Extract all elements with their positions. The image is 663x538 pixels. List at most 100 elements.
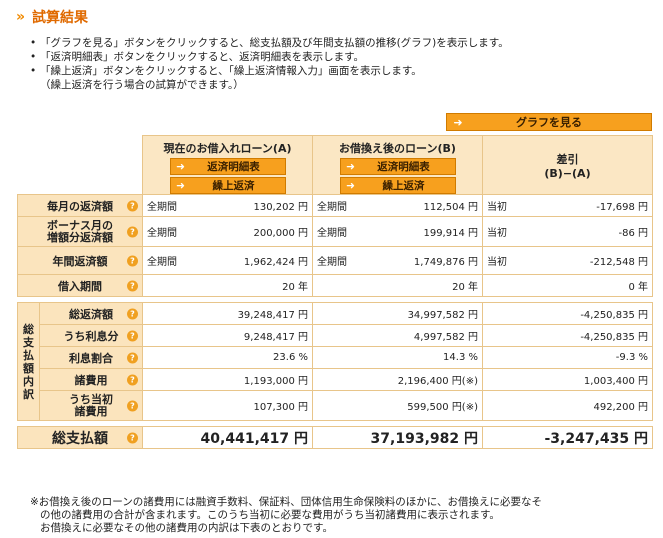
row-label-text: 総返済額 [69, 307, 113, 321]
title-chevron-icon: » [16, 9, 25, 25]
row-label-text: 諸費用 [74, 373, 108, 387]
total-row: 総支払額 ? 40,441,417 円 37,193,982 円 -3,247,… [17, 426, 653, 449]
cell-b: 37,193,982 円 [312, 426, 483, 449]
cell-diff: -9.3 % [482, 346, 653, 369]
spacer-cell [17, 296, 653, 303]
period-text: 全期間 [147, 202, 177, 213]
cell-a: 1,193,000 円 [142, 368, 313, 391]
schedule-button-b[interactable]: ➜ 返済明細表 [339, 158, 456, 175]
help-icon[interactable]: ? [127, 308, 138, 319]
table-row: 年間返済額 ? 全期間 1,962,424 円 全期間 1,749,876 円 当初… [17, 246, 653, 275]
row-label-total-repay: 総返済額 ? [39, 302, 143, 325]
cell-a: 全期間 200,000 円 [142, 216, 313, 247]
cell-diff: 1,003,400 円 [482, 368, 653, 391]
period-text: 全期間 [147, 257, 177, 268]
value-text: 130,202 円 [253, 202, 308, 213]
footnote: ※お借換え後のローンの諸費用には融資手数料、保証料、団体信用生命保険料のほかに、… [30, 496, 650, 535]
spacer-cell [17, 420, 653, 427]
view-graph-button[interactable]: ➜ グラフを見る [446, 113, 652, 131]
table-row: うち利息分 ? 9,248,417 円 4,997,582 円 -4,250,8… [18, 324, 653, 347]
footnote-line: の他の諸費用の合計が含まれます。このうち当初に必要な費用がうち当初諸費用に表示さ… [40, 509, 500, 521]
help-icon[interactable]: ? [127, 352, 138, 363]
value-text: 2,196,400 円(※) [397, 376, 478, 387]
footnote-line: ※お借換え後のローンの諸費用には融資手数料、保証料、団体信用生命保険料のほかに、… [30, 496, 542, 508]
prepay-button-a[interactable]: ➜ 繰上返済 [169, 177, 286, 194]
header-blank [17, 135, 143, 195]
value-text: 492,200 円 [593, 402, 648, 413]
col-a-title: 現在のお借入れローン(A) [163, 142, 292, 155]
cell-a: 全期間 130,202 円 [142, 194, 313, 217]
help-icon[interactable]: ? [127, 280, 138, 291]
row-label-text: 総支払額 [52, 430, 108, 447]
table-row: 毎月の返済額 ? 全期間 130,202 円 全期間 112,504 円 当初 -17… [17, 194, 653, 217]
arrow-right-icon: ➜ [176, 179, 185, 192]
value-text: 40,441,417 円 [200, 430, 308, 447]
cell-b: 2,196,400 円(※) [312, 368, 483, 391]
cell-a: 23.6 % [142, 346, 313, 369]
arrow-right-icon: ➜ [453, 115, 463, 129]
value-text: -3,247,435 円 [544, 430, 648, 447]
value-text: 1,003,400 円 [583, 376, 648, 387]
row-label-interest: うち利息分 ? [39, 324, 143, 347]
row-label-text: 年間返済額 [52, 254, 108, 268]
cell-a: 9,248,417 円 [142, 324, 313, 347]
col-diff-sub: (B)−(A) [544, 166, 591, 180]
row-label-ratio: 利息割合 ? [39, 346, 143, 369]
prepay-label: 繰上返済 [382, 180, 425, 192]
arrow-right-icon: ➜ [346, 179, 355, 192]
row-label-text: うち利息分 [63, 329, 119, 343]
value-text: 1,749,876 円 [413, 257, 478, 268]
row-label-bonus: ボーナス月の 増額分返済額 ? [17, 216, 143, 247]
row-label-monthly: 毎月の返済額 ? [17, 194, 143, 217]
cell-diff: 当初 -17,698 円 [482, 194, 653, 217]
cell-diff: 492,200 円 [482, 390, 653, 421]
help-icon[interactable]: ? [127, 400, 138, 411]
col-diff-title: 差引 [556, 152, 579, 166]
cell-b: 4,997,582 円 [312, 324, 483, 347]
value-text: -9.3 % [615, 352, 648, 363]
spacer-row [17, 296, 653, 303]
group-label-char: 訳 [23, 387, 34, 401]
schedule-button-a[interactable]: ➜ 返済明細表 [169, 158, 286, 175]
prepay-button-b[interactable]: ➜ 繰上返済 [339, 177, 456, 194]
cell-a: 全期間 1,962,424 円 [142, 246, 313, 275]
table-row: うち当初 諸費用 ? 107,300 円 599,500 円(※) 492,20… [18, 390, 653, 421]
value-text: -86 円 [618, 228, 648, 239]
row-label-initial-fees: うち当初 諸費用 ? [39, 390, 143, 421]
value-text: -212,548 円 [589, 257, 648, 268]
help-icon[interactable]: ? [127, 330, 138, 341]
value-text: 107,300 円 [253, 402, 308, 413]
help-icon[interactable]: ? [127, 226, 138, 237]
value-text: 23.6 % [273, 352, 308, 363]
view-graph-label: グラフを見る [516, 116, 582, 129]
row-label-text: 毎月の返済額 [47, 199, 113, 213]
cell-a: 39,248,417 円 [142, 302, 313, 325]
value-text: 112,504 円 [423, 202, 478, 213]
spacer-row [17, 420, 653, 427]
result-table: 現在のお借入れローン(A) ➜ 返済明細表 ➜ 繰上返済 お借換え後のローン(B… [17, 135, 653, 449]
value-text: 39,248,417 円 [237, 310, 308, 321]
row-label-period: 借入期間 ? [17, 274, 143, 297]
value-text: 20 年 [452, 282, 478, 293]
cell-diff: 当初 -212,548 円 [482, 246, 653, 275]
cell-b: 599,500 円(※) [312, 390, 483, 421]
value-text: 200,000 円 [253, 228, 308, 239]
help-icon[interactable]: ? [127, 255, 138, 266]
cell-diff: -4,250,835 円 [482, 302, 653, 325]
row-label-text: 借入期間 [58, 279, 102, 293]
value-text: 1,962,424 円 [243, 257, 308, 268]
help-icon[interactable]: ? [127, 200, 138, 211]
help-icon[interactable]: ? [127, 432, 138, 443]
breakdown-group-label: 総 支 払 額 内 訳 [17, 302, 40, 421]
arrow-right-icon: ➜ [176, 160, 185, 173]
row-label-total: 総支払額 ? [17, 426, 143, 449]
footnote-line: お借換えに必要なその他の諸費用の内訳は下表のとおりです。 [40, 522, 333, 534]
help-icon[interactable]: ? [127, 374, 138, 385]
row-label-text: 諸費用 [74, 404, 108, 418]
cell-diff: 0 年 [482, 274, 653, 297]
period-text: 当初 [487, 257, 507, 268]
value-text: 20 年 [282, 282, 308, 293]
row-label-text: 利息割合 [69, 351, 113, 365]
note-prepay-sub: （繰上返済を行う場合の試算ができます。） [40, 79, 244, 91]
cell-b: 全期間 112,504 円 [312, 194, 483, 217]
